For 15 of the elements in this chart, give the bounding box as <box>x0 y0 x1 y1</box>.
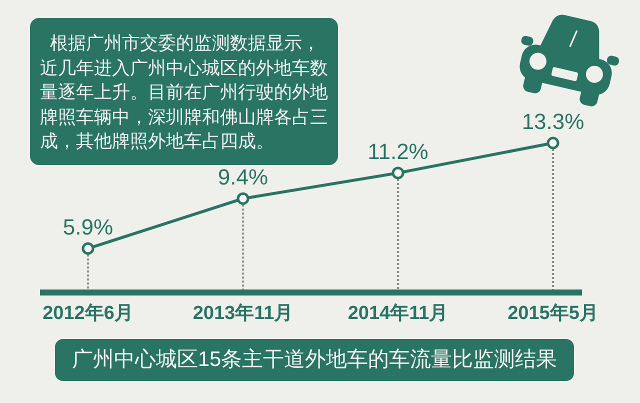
point <box>236 192 250 205</box>
title-banner: 广州中心城区15条主干道外地车的车流量比监测结果 <box>55 339 574 381</box>
annotation: 根据广州市交委的监测数据显示，近几年进入广州中心城区的外地车数量逐年上升。目前在广州行驶的外地牌照车辆中，深圳牌和佛山牌各占三成，其他牌照外地车占四成。 <box>40 32 329 153</box>
data-label: 11.2% <box>368 139 428 164</box>
data-label: 5.9% <box>62 214 114 240</box>
x-tick-label: 2012年6月 <box>42 303 134 324</box>
data-label: 9.4% <box>218 164 268 190</box>
point <box>82 242 94 255</box>
x-tick-label: 2015年5月 <box>508 303 598 324</box>
x-tick-label: 2013年11月 <box>192 303 294 324</box>
text-panel: 根据广州市交委的监测数据显示，近几年进入广州中心城区的外地车数量逐年上升。目前在广州行驶的外地牌照车辆中，深圳牌和佛山牌各占三成，其他牌照外地车占四成。 <box>30 18 338 164</box>
point <box>392 166 404 180</box>
point <box>546 136 560 150</box>
data-label: 13.3% <box>522 109 584 134</box>
x-tick-label: 2014年11月 <box>348 303 448 324</box>
